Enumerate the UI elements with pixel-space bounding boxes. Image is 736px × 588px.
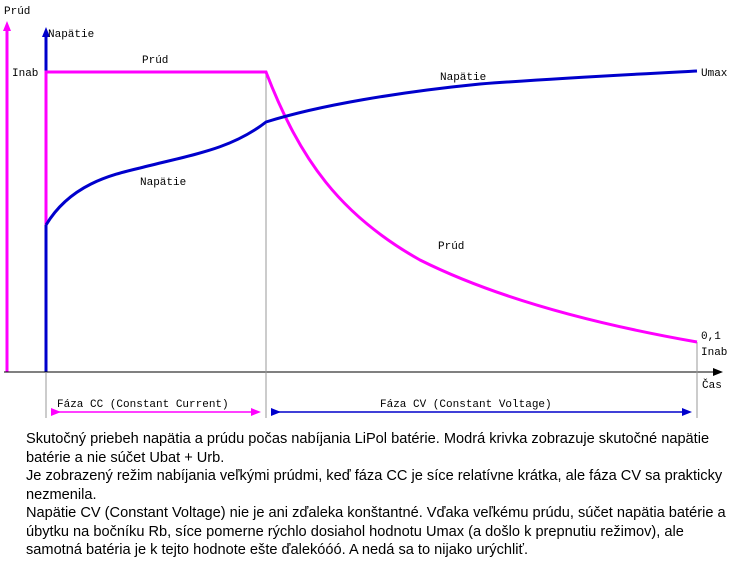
inab-label: Inab bbox=[12, 68, 38, 80]
current-cc-label: Prúd bbox=[142, 55, 168, 67]
voltage-curve bbox=[44, 69, 698, 226]
phase-cc-label: Fáza CC (Constant Current) bbox=[57, 399, 229, 411]
caption-paragraph-3: Napätie CV (Constant Voltage) nie je ani… bbox=[26, 505, 726, 558]
phase-cv-label: Fáza CV (Constant Voltage) bbox=[380, 399, 552, 411]
umax-label: Umax bbox=[701, 68, 728, 80]
voltage-cv-label: Napätie bbox=[440, 72, 486, 84]
caption-text: Skutočný priebeh napätia a prúdu počas n… bbox=[26, 430, 726, 560]
voltage-cc-label: Napätie bbox=[140, 177, 186, 189]
current-curve bbox=[44, 70, 698, 344]
charging-diagram: Prúd Napätie Inab Čas Prúd Napätie Umax … bbox=[3, 6, 728, 418]
voltage-axis-label: Napätie bbox=[48, 29, 94, 41]
end-current-unit-label: Inab bbox=[701, 347, 727, 359]
current-cv-label: Prúd bbox=[438, 241, 464, 253]
time-axis-label: Čas bbox=[702, 378, 722, 392]
end-current-value-label: 0,1 bbox=[701, 331, 721, 343]
caption-paragraph-1: Skutočný priebeh napätia a prúdu počas n… bbox=[26, 431, 710, 466]
current-axis-label: Prúd bbox=[4, 6, 30, 18]
caption-paragraph-2: Je zobrazený režim nabíjania veľkými prú… bbox=[26, 468, 723, 503]
